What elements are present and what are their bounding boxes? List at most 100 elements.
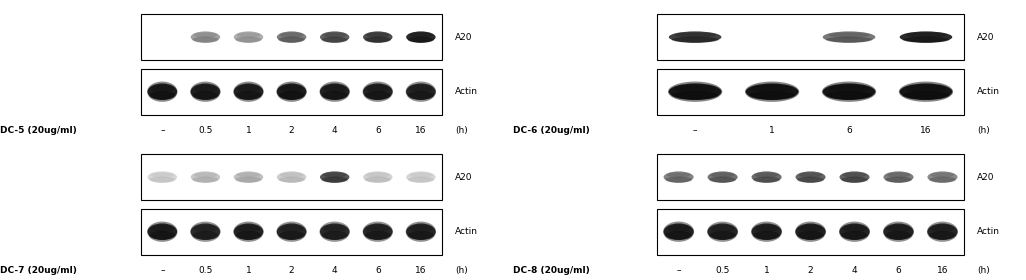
Text: 4: 4 — [852, 266, 858, 275]
Ellipse shape — [237, 172, 261, 178]
Text: 1: 1 — [763, 266, 770, 275]
Ellipse shape — [826, 37, 872, 43]
Ellipse shape — [798, 225, 823, 232]
Ellipse shape — [363, 83, 393, 100]
Ellipse shape — [828, 85, 870, 92]
Ellipse shape — [277, 223, 307, 240]
Ellipse shape — [280, 225, 304, 232]
Ellipse shape — [929, 231, 956, 240]
Ellipse shape — [406, 171, 436, 183]
Text: 0.5: 0.5 — [198, 266, 212, 275]
Ellipse shape — [277, 83, 307, 100]
Text: Actin: Actin — [455, 87, 478, 96]
Ellipse shape — [755, 225, 779, 232]
Ellipse shape — [366, 225, 390, 232]
Text: A20: A20 — [977, 172, 995, 182]
Ellipse shape — [707, 221, 738, 242]
Text: Actin: Actin — [977, 227, 1000, 236]
Ellipse shape — [192, 37, 219, 43]
Ellipse shape — [822, 81, 876, 102]
Ellipse shape — [928, 223, 957, 240]
Ellipse shape — [841, 177, 868, 183]
Ellipse shape — [363, 171, 393, 183]
Ellipse shape — [363, 223, 393, 240]
Ellipse shape — [149, 231, 175, 240]
Ellipse shape — [409, 85, 433, 92]
Ellipse shape — [320, 83, 350, 100]
Ellipse shape — [674, 85, 716, 92]
Text: –: – — [676, 266, 681, 275]
Ellipse shape — [148, 223, 177, 240]
Ellipse shape — [364, 37, 391, 43]
Ellipse shape — [842, 225, 866, 232]
Ellipse shape — [405, 81, 436, 102]
Ellipse shape — [797, 177, 824, 183]
Ellipse shape — [406, 31, 436, 43]
Ellipse shape — [280, 172, 304, 178]
Ellipse shape — [363, 31, 393, 43]
Ellipse shape — [409, 225, 433, 232]
Ellipse shape — [931, 225, 954, 232]
Ellipse shape — [235, 231, 262, 240]
Ellipse shape — [753, 177, 780, 183]
Ellipse shape — [885, 177, 912, 183]
Ellipse shape — [751, 171, 782, 183]
Ellipse shape — [708, 171, 738, 183]
Ellipse shape — [191, 83, 221, 100]
Ellipse shape — [751, 223, 782, 240]
Ellipse shape — [321, 177, 348, 183]
Ellipse shape — [362, 221, 393, 242]
Text: 1: 1 — [770, 126, 775, 135]
Text: (h): (h) — [977, 126, 990, 135]
Ellipse shape — [664, 223, 694, 240]
Ellipse shape — [795, 223, 826, 240]
Text: 2: 2 — [288, 266, 294, 275]
Ellipse shape — [885, 231, 912, 240]
Ellipse shape — [191, 31, 221, 43]
Bar — [141, 69, 442, 115]
Ellipse shape — [194, 32, 218, 38]
Ellipse shape — [192, 91, 219, 100]
Ellipse shape — [746, 83, 798, 100]
Ellipse shape — [711, 172, 735, 178]
Ellipse shape — [672, 91, 718, 100]
Ellipse shape — [237, 32, 261, 38]
Ellipse shape — [320, 171, 350, 183]
Ellipse shape — [190, 81, 221, 102]
Ellipse shape — [235, 91, 262, 100]
Ellipse shape — [319, 221, 350, 242]
Ellipse shape — [366, 85, 390, 92]
Ellipse shape — [407, 91, 434, 100]
Ellipse shape — [323, 225, 347, 232]
Ellipse shape — [237, 225, 261, 232]
Ellipse shape — [795, 221, 826, 242]
Ellipse shape — [755, 172, 779, 178]
Ellipse shape — [928, 171, 957, 183]
Bar — [657, 14, 964, 60]
Text: DC-8 (20ug/ml): DC-8 (20ug/ml) — [513, 266, 590, 275]
Bar — [141, 209, 442, 255]
Text: A20: A20 — [977, 32, 995, 42]
Ellipse shape — [235, 177, 262, 183]
Ellipse shape — [931, 172, 954, 178]
Ellipse shape — [745, 81, 799, 102]
Text: 16: 16 — [920, 126, 932, 135]
Ellipse shape — [366, 172, 390, 178]
Ellipse shape — [276, 221, 307, 242]
Ellipse shape — [320, 31, 350, 43]
Ellipse shape — [674, 32, 716, 38]
Ellipse shape — [233, 221, 264, 242]
Ellipse shape — [828, 32, 870, 38]
Ellipse shape — [899, 81, 953, 102]
Ellipse shape — [711, 225, 735, 232]
Ellipse shape — [192, 177, 219, 183]
Ellipse shape — [669, 31, 721, 43]
Ellipse shape — [886, 172, 910, 178]
Ellipse shape — [277, 171, 307, 183]
Ellipse shape — [665, 231, 693, 240]
Bar — [657, 69, 964, 115]
Ellipse shape — [823, 83, 875, 100]
Text: 6: 6 — [896, 266, 902, 275]
Text: 2: 2 — [288, 126, 294, 135]
Ellipse shape — [237, 85, 261, 92]
